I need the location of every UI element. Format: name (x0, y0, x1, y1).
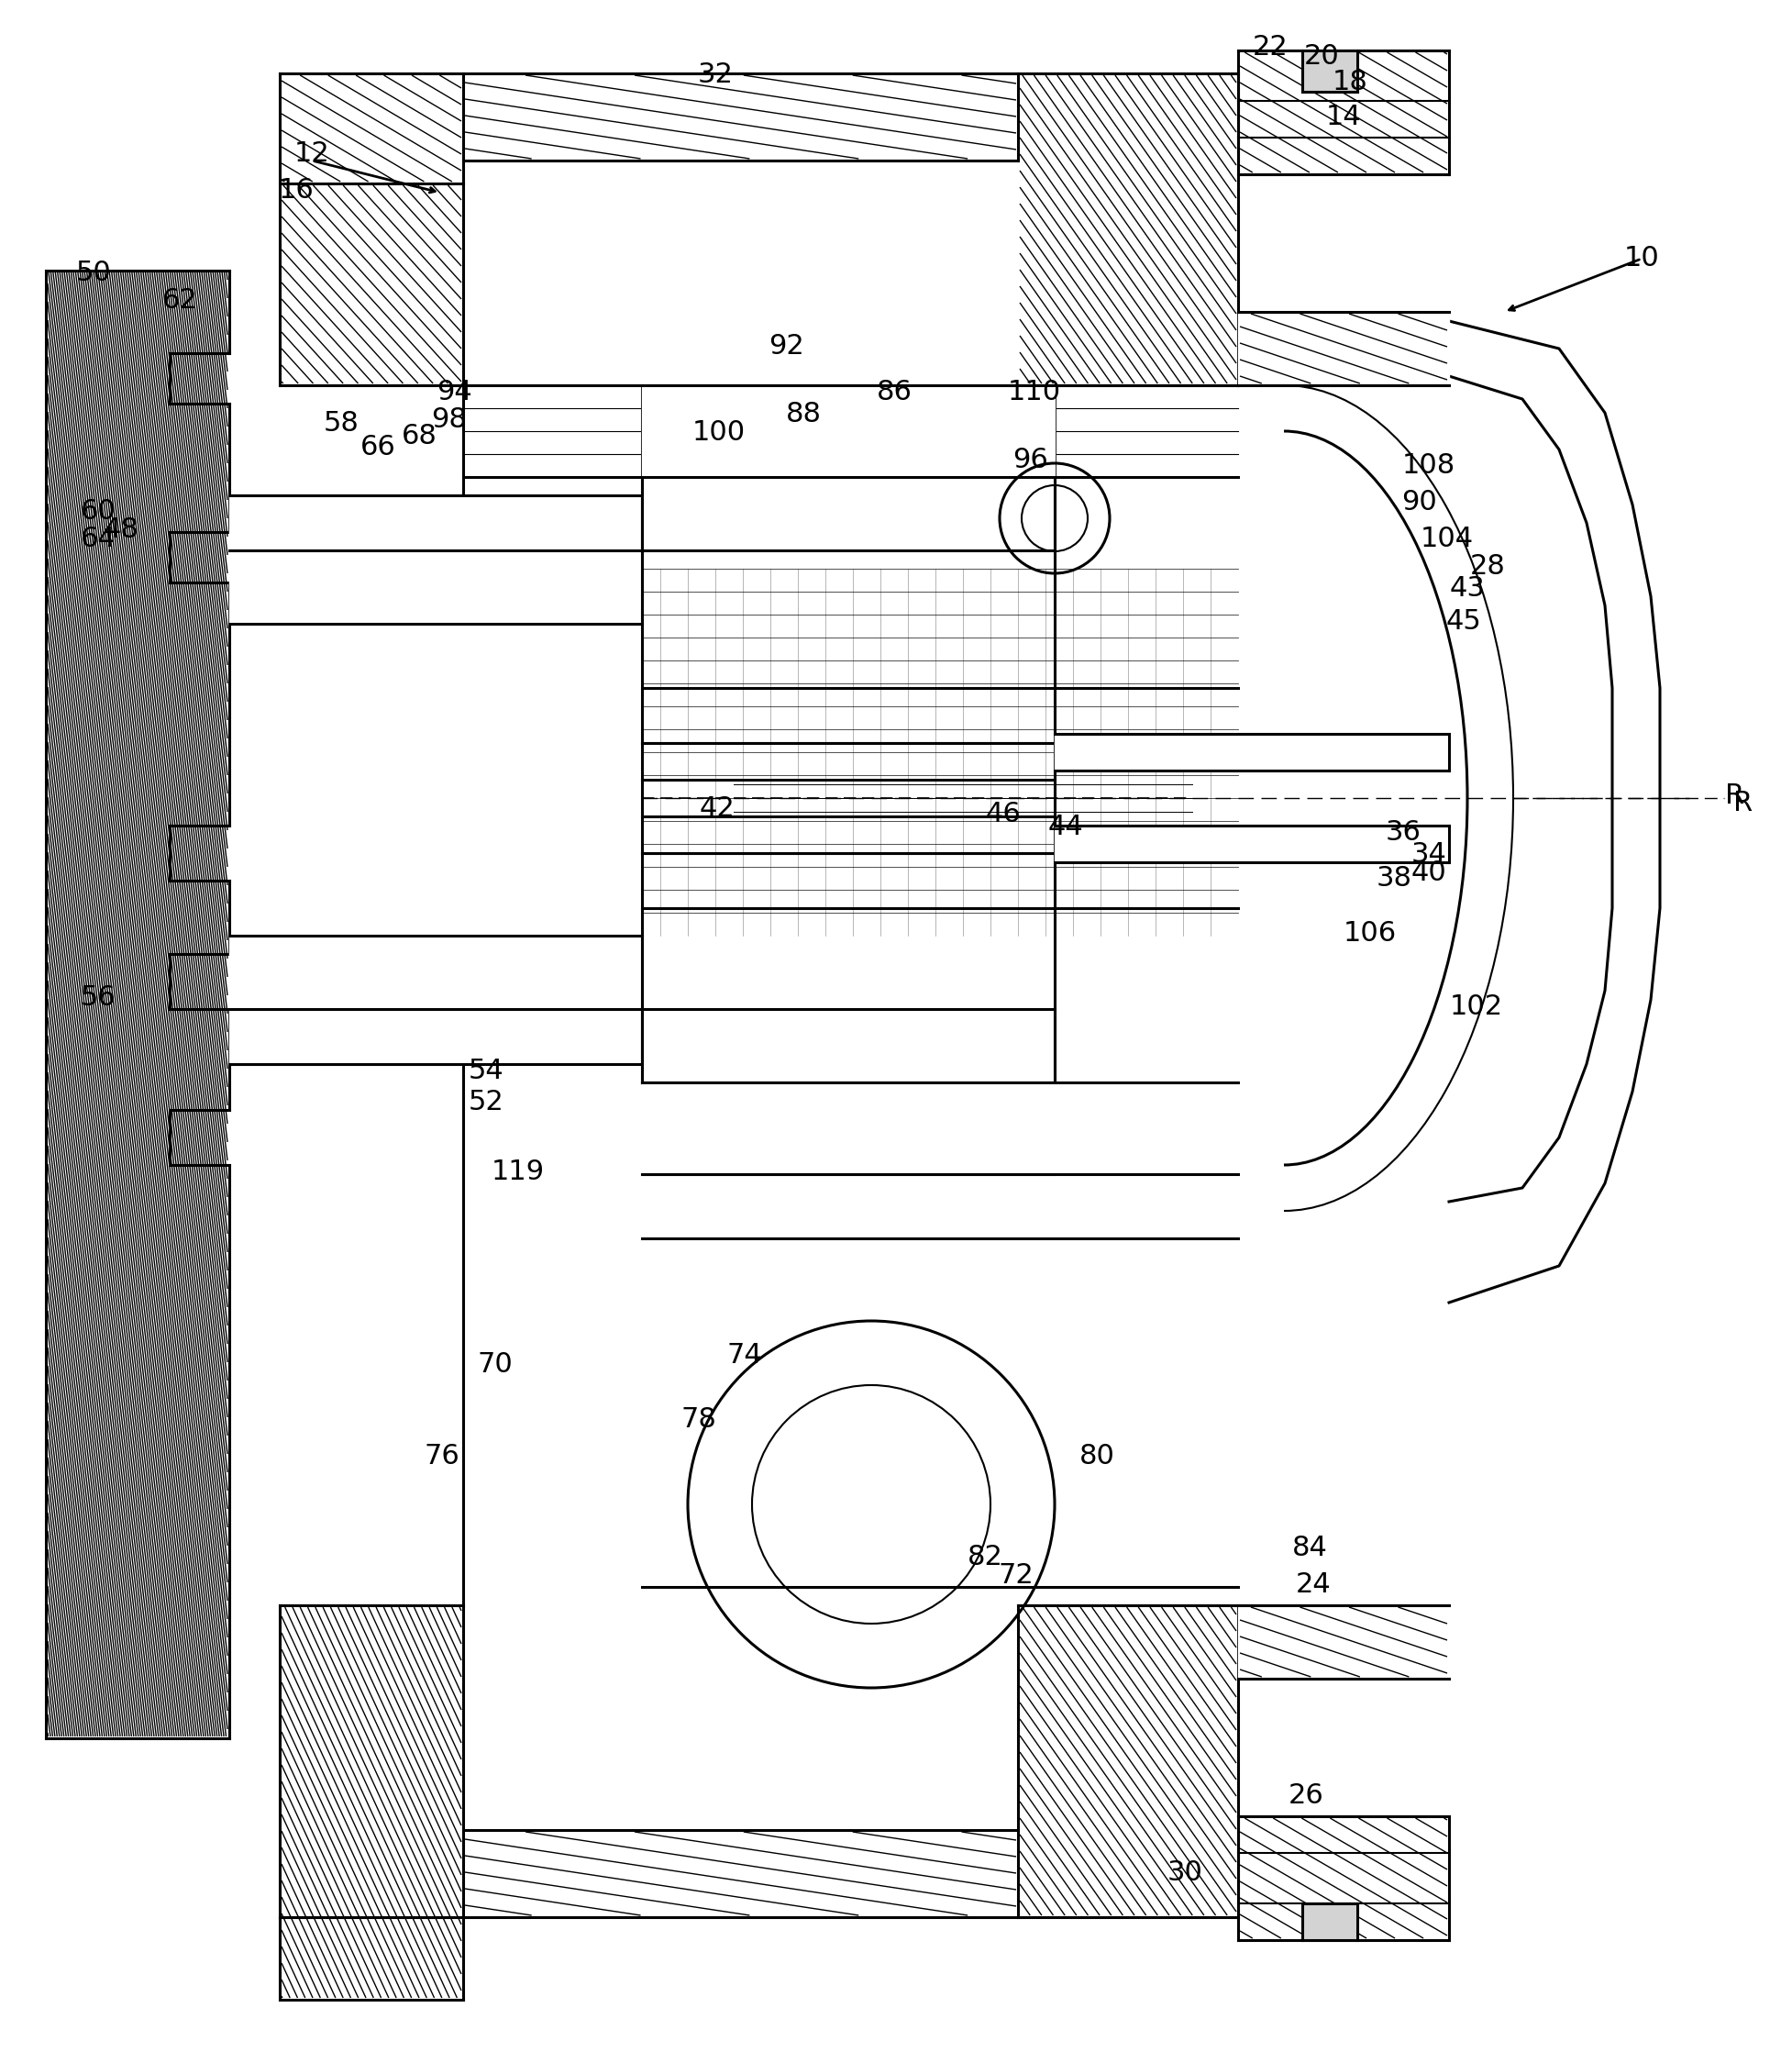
Text: 110: 110 (1007, 380, 1061, 406)
Polygon shape (280, 183, 462, 386)
Text: 70: 70 (477, 1352, 513, 1379)
Polygon shape (462, 1830, 1018, 1917)
Text: 48: 48 (104, 517, 140, 544)
Polygon shape (1238, 1605, 1450, 1679)
Text: 58: 58 (323, 410, 358, 437)
Text: 74: 74 (728, 1342, 762, 1369)
Polygon shape (229, 550, 642, 624)
Text: 46: 46 (986, 800, 1021, 827)
Text: 52: 52 (468, 1090, 504, 1116)
Polygon shape (462, 386, 1238, 476)
Text: 64: 64 (81, 525, 116, 552)
Text: 30: 30 (1167, 1859, 1202, 1886)
Text: 36: 36 (1385, 819, 1421, 845)
Polygon shape (642, 476, 1055, 550)
Text: 24: 24 (1296, 1572, 1331, 1599)
Text: 90: 90 (1401, 488, 1437, 515)
Text: 84: 84 (1292, 1535, 1328, 1562)
Polygon shape (642, 743, 1055, 780)
Polygon shape (1303, 1904, 1357, 1939)
Polygon shape (229, 1010, 642, 1065)
Text: 32: 32 (697, 62, 733, 88)
Text: 80: 80 (1079, 1443, 1115, 1469)
Polygon shape (280, 74, 462, 183)
Text: 54: 54 (468, 1059, 504, 1086)
Text: 106: 106 (1344, 921, 1396, 948)
Text: 96: 96 (1012, 447, 1048, 474)
Polygon shape (642, 386, 1055, 476)
Text: 86: 86 (876, 380, 912, 406)
Polygon shape (1018, 1605, 1238, 1917)
Text: 40: 40 (1410, 860, 1446, 886)
Polygon shape (1238, 51, 1450, 174)
Text: 34: 34 (1410, 841, 1446, 868)
Text: 88: 88 (785, 402, 821, 429)
Text: 68: 68 (401, 423, 437, 449)
Text: 28: 28 (1469, 554, 1505, 581)
Text: 12: 12 (294, 142, 330, 168)
Text: 20: 20 (1305, 43, 1339, 70)
Polygon shape (462, 74, 1018, 160)
Text: 38: 38 (1376, 866, 1412, 893)
Polygon shape (642, 1081, 1055, 1174)
Text: 43: 43 (1450, 577, 1486, 601)
Text: 94: 94 (437, 380, 473, 406)
Polygon shape (642, 687, 1238, 743)
Polygon shape (1303, 51, 1357, 92)
Polygon shape (642, 854, 1238, 909)
Polygon shape (1018, 74, 1238, 386)
Polygon shape (47, 271, 229, 1738)
Polygon shape (642, 1237, 1238, 1586)
Polygon shape (229, 495, 642, 550)
Text: 104: 104 (1421, 525, 1473, 552)
Text: 82: 82 (968, 1545, 1004, 1572)
Text: 10: 10 (1624, 246, 1659, 273)
Text: 16: 16 (278, 176, 314, 203)
Text: 62: 62 (161, 287, 197, 314)
Text: 100: 100 (692, 421, 745, 445)
Polygon shape (1238, 312, 1450, 386)
Polygon shape (642, 817, 1055, 854)
Text: 76: 76 (425, 1443, 461, 1469)
Polygon shape (229, 936, 642, 1010)
Text: 42: 42 (699, 796, 735, 823)
Text: 14: 14 (1326, 105, 1362, 131)
Text: 92: 92 (769, 332, 805, 359)
Polygon shape (1055, 735, 1450, 772)
Polygon shape (1238, 1816, 1450, 1939)
Text: 22: 22 (1253, 35, 1288, 62)
Polygon shape (1055, 825, 1450, 862)
Polygon shape (642, 1010, 1055, 1081)
Polygon shape (280, 1605, 462, 1917)
Text: 44: 44 (1048, 815, 1084, 841)
Text: 45: 45 (1446, 609, 1482, 636)
Polygon shape (280, 1917, 462, 2001)
Text: R: R (1726, 784, 1745, 811)
Text: 108: 108 (1401, 453, 1455, 480)
Text: R: R (1733, 790, 1753, 817)
Text: 50: 50 (75, 261, 111, 287)
Text: 78: 78 (681, 1408, 717, 1432)
Text: 60: 60 (81, 499, 116, 525)
Text: 56: 56 (81, 985, 116, 1012)
Text: 18: 18 (1331, 70, 1367, 96)
Text: 102: 102 (1450, 993, 1503, 1020)
Text: 26: 26 (1288, 1783, 1324, 1810)
Text: 72: 72 (998, 1564, 1034, 1588)
Text: 98: 98 (432, 406, 468, 433)
Text: 66: 66 (360, 435, 396, 462)
Polygon shape (642, 1081, 1238, 1174)
Text: 119: 119 (491, 1159, 545, 1186)
